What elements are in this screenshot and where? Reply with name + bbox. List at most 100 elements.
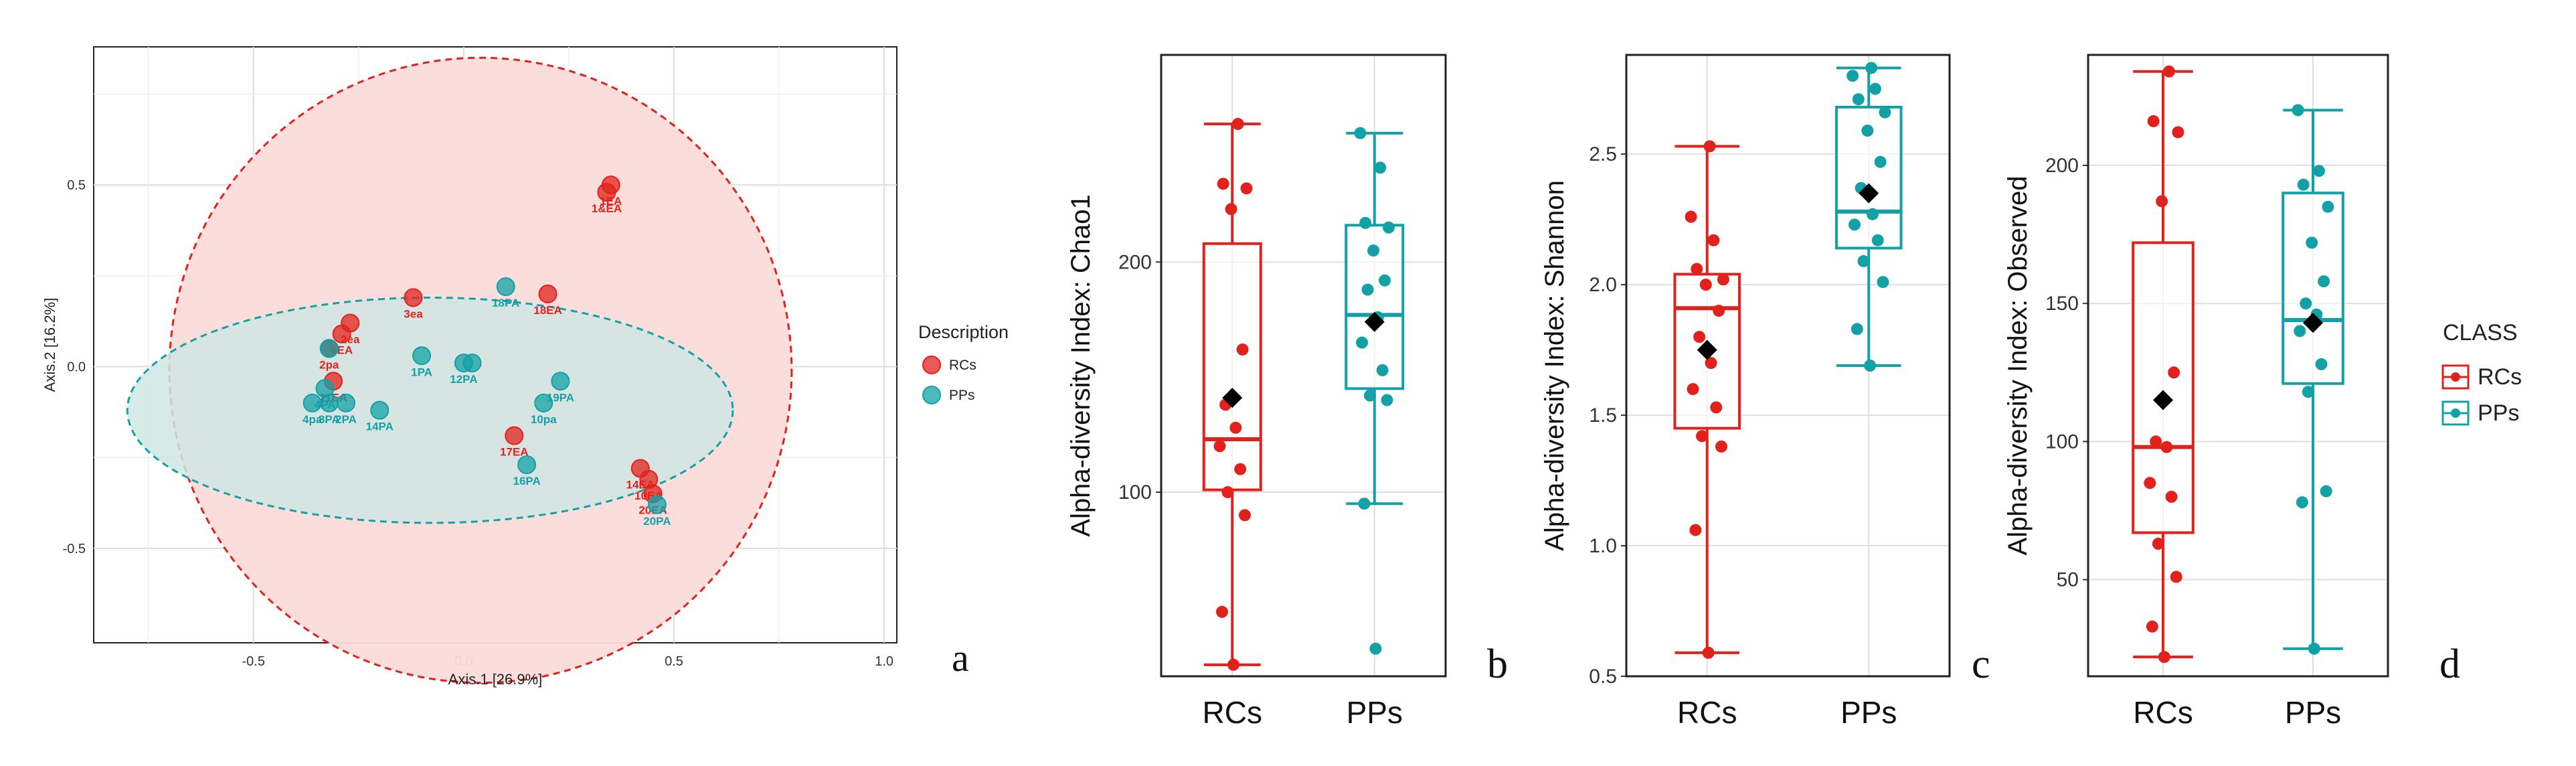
data-point-rcs: [2144, 477, 2156, 489]
data-point-rcs: [1231, 118, 1244, 131]
x-tick-label: -0.5: [242, 654, 265, 669]
legend-label: PPs: [2478, 400, 2519, 426]
data-point-pps: [1847, 70, 1859, 82]
y-axis-label: Axis.2 [16.2%]: [41, 298, 58, 392]
legend-swatch-pps: [922, 386, 941, 404]
data-point-rcs: [1685, 210, 1697, 223]
data-point-rcs: [1234, 463, 1247, 475]
panel-letter: a: [952, 636, 969, 680]
x-tick-label: RCs: [1677, 695, 1737, 730]
x-tick-label: 0.5: [665, 654, 683, 669]
data-point-rcs: [1713, 305, 1725, 317]
panel-letter: d: [2439, 641, 2460, 687]
legend-title: CLASS: [2443, 320, 2518, 346]
point-label: 14PA: [366, 420, 394, 433]
y-axis-label: Alpha-diversity Index: Observed: [2003, 176, 2033, 556]
data-point-pps: [1867, 208, 1879, 220]
legend-swatch-dot: [2451, 372, 2460, 382]
point-rcs: [332, 324, 351, 343]
point-label: 19PA: [547, 391, 574, 404]
point-label: 10pa: [531, 413, 557, 426]
data-point-pps: [1865, 62, 1878, 74]
point-pps: [319, 393, 339, 412]
point-label: 2PA: [335, 413, 357, 426]
data-point-rcs: [2168, 366, 2180, 379]
y-tick-label: 2.5: [1589, 143, 1617, 165]
box-rcs: [2132, 241, 2195, 534]
data-point-pps: [1852, 93, 1865, 106]
point-pps: [412, 346, 432, 366]
data-point-rcs: [1705, 357, 1717, 370]
point-label: 8PA: [319, 413, 340, 426]
data-point-pps: [1369, 642, 1382, 655]
point-pps: [303, 393, 322, 412]
panel-letter: c: [1972, 641, 1990, 687]
legend-swatch-dot: [2451, 408, 2460, 418]
x-tick-label: PPs: [1840, 695, 1897, 730]
data-point-rcs: [1693, 331, 1706, 343]
y-tick-label: 0.0: [67, 360, 86, 375]
data-point-rcs: [1699, 279, 1712, 291]
point-label: 20PA: [643, 515, 671, 528]
data-point-pps: [1363, 389, 1376, 402]
point-pps: [517, 455, 537, 475]
data-point-rcs: [1240, 182, 1253, 195]
x-tick-label: PPs: [2285, 695, 2341, 730]
y-tick-label: 50: [2057, 569, 2079, 591]
point-pps: [319, 339, 339, 358]
data-point-rcs: [1238, 509, 1251, 522]
plot-border: [1160, 54, 1447, 678]
legend-label: RCs: [2478, 364, 2522, 390]
data-point-pps: [1864, 360, 1877, 372]
data-point-rcs: [1710, 401, 1723, 414]
point-pps: [647, 495, 667, 514]
point-rcs: [597, 183, 616, 202]
data-point-pps: [2302, 386, 2314, 398]
panel-letter: b: [1487, 641, 1508, 687]
data-point-pps: [2292, 104, 2304, 117]
data-point-rcs: [1689, 524, 1702, 536]
mean-marker: [1859, 183, 1879, 204]
point-label: 16PA: [513, 475, 540, 487]
x-tick-label: RCs: [1203, 695, 1262, 730]
point-label: 1&EA: [592, 202, 622, 215]
y-axis-label: Alpha-diversity Index: Chao1: [1066, 194, 1096, 536]
ellipse-pps: [126, 296, 734, 524]
data-point-pps: [2306, 236, 2318, 249]
data-point-rcs: [1225, 203, 1237, 216]
data-point-rcs: [1707, 234, 1720, 246]
data-point-rcs: [1715, 440, 1728, 453]
panel-a-pcoa: -0.50.00.51.0-0.50.00.51EA1&EA18EA3ea2ea…: [41, 46, 1009, 688]
data-point-rcs: [2165, 490, 2178, 503]
point-label: 2pa: [319, 358, 339, 371]
data-point-rcs: [1702, 646, 1715, 659]
panel-c-boxplot: 0.5 1.0 1.5 2.0 2.5 RCs PPs Alpha-diversity Ind…: [1540, 54, 1990, 730]
data-point-pps: [2294, 325, 2306, 337]
data-point-rcs: [1215, 605, 1228, 618]
data-point-rcs: [1236, 343, 1249, 356]
data-point-pps: [1869, 82, 1881, 95]
legend-label: RCs: [949, 358, 976, 373]
y-axis-label: Alpha-diversity Index: Shannon: [1540, 180, 1569, 551]
point-pps: [370, 400, 390, 420]
y-tick-label: 0.5: [1589, 666, 1617, 688]
data-point-rcs: [1227, 658, 1239, 671]
x-axis-label: Axis.1 [26.9%]: [448, 671, 543, 688]
point-label: 18PA: [492, 297, 519, 309]
y-tick-label: 100: [1118, 481, 1152, 504]
data-point-rcs: [1217, 177, 1229, 190]
data-point-pps: [1874, 155, 1887, 168]
point-pps: [336, 393, 355, 412]
data-point-rcs: [1687, 383, 1699, 396]
data-point-pps: [1361, 283, 1374, 296]
data-point-rcs: [1213, 440, 1226, 453]
point-rcs: [505, 426, 524, 445]
y-tick-label: 0.5: [67, 178, 86, 193]
data-point-pps: [2318, 275, 2330, 288]
data-point-pps: [1857, 255, 1870, 268]
data-point-pps: [2308, 642, 2320, 655]
y-tick-label: -0.5: [63, 542, 86, 556]
data-point-pps: [2297, 178, 2310, 191]
y-tick-label: 200: [1118, 251, 1152, 273]
data-point-pps: [2300, 297, 2312, 310]
